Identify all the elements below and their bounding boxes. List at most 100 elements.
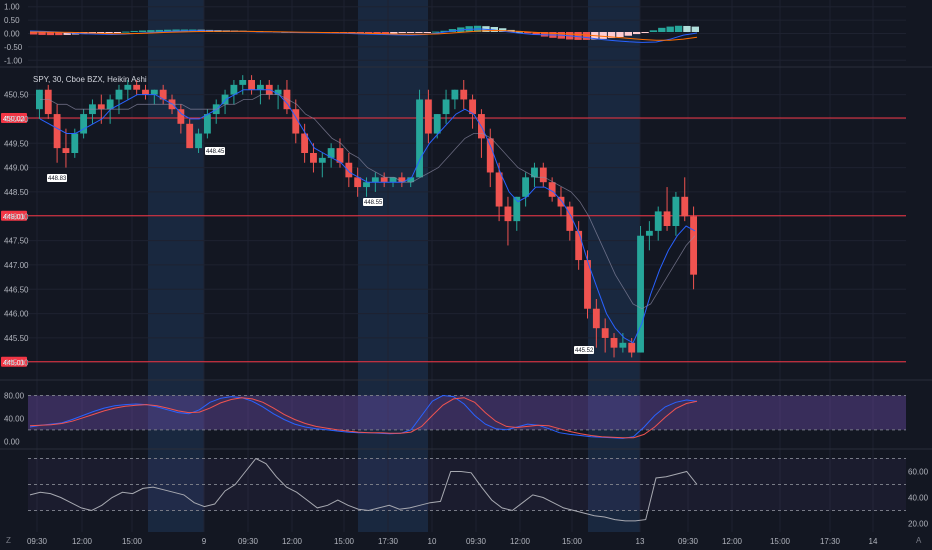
price-pane[interactable]: 450.02 448.01 445.01 448.83 448.45 448.55 445.… bbox=[1, 75, 906, 367]
macd-histogram-bar bbox=[540, 32, 549, 37]
macd-histogram-bar bbox=[691, 26, 699, 32]
candle-body bbox=[442, 99, 450, 115]
x-tick-label: 13 bbox=[636, 537, 645, 546]
macd-histogram-bar bbox=[633, 32, 641, 35]
candle-body bbox=[610, 337, 618, 348]
macd-histogram-bar bbox=[649, 30, 658, 32]
candle-body bbox=[318, 157, 326, 163]
session-highlight bbox=[588, 0, 640, 532]
candle-body bbox=[80, 114, 88, 134]
candle-body bbox=[292, 109, 300, 134]
macd-histogram-bar bbox=[683, 25, 691, 32]
candle-body bbox=[566, 206, 574, 231]
session-highlight bbox=[358, 0, 428, 532]
level-label-badge bbox=[1, 112, 27, 123]
candle-body bbox=[681, 196, 689, 217]
candle-body bbox=[142, 89, 149, 95]
candle-body bbox=[274, 89, 282, 95]
candle-body bbox=[239, 80, 247, 85]
candle-body bbox=[53, 114, 61, 149]
price-annotation-text: 448.45 bbox=[206, 149, 225, 155]
y-tick-label: -1.00 bbox=[4, 56, 23, 65]
price-tick-label: 446.00 bbox=[4, 310, 29, 319]
candle-body bbox=[592, 308, 600, 329]
macd-pane[interactable] bbox=[29, 25, 699, 43]
x-tick-label: 12:00 bbox=[722, 537, 743, 546]
candle-body bbox=[539, 167, 547, 183]
candle-body bbox=[124, 84, 132, 90]
candle-body bbox=[195, 133, 202, 149]
level-label-text: 448.01 bbox=[3, 214, 25, 221]
candle-body bbox=[62, 148, 70, 153]
stochastic-pane[interactable] bbox=[28, 394, 906, 439]
macd-histogram-bar bbox=[674, 25, 683, 32]
zoom-corner-button[interactable]: Z bbox=[6, 536, 11, 545]
macd-histogram-bar bbox=[432, 31, 440, 33]
macd-histogram-bar bbox=[164, 29, 172, 32]
macd-histogram-bar bbox=[406, 32, 415, 33]
rsi-tick-label: 20.00 bbox=[908, 520, 929, 529]
x-tick-label: 9 bbox=[202, 537, 207, 546]
candle-body bbox=[690, 216, 697, 275]
macd-histogram-bar bbox=[130, 30, 138, 32]
price-tick-label: 450.50 bbox=[4, 91, 29, 100]
macd-histogram-bar bbox=[63, 32, 71, 35]
rsi-pane[interactable] bbox=[28, 457, 906, 522]
rsi-tick-label: 40.00 bbox=[908, 494, 929, 503]
candle-body bbox=[177, 109, 185, 124]
macd-histogram-bar bbox=[607, 32, 616, 39]
x-tick-label: 15:00 bbox=[562, 537, 583, 546]
x-tick-label: 17:30 bbox=[378, 537, 399, 546]
auto-scale-button[interactable]: A bbox=[916, 536, 922, 545]
y-tick-label: -0.50 bbox=[4, 43, 23, 52]
candle-body bbox=[433, 114, 441, 134]
x-tick-label: 14 bbox=[869, 537, 878, 546]
candle-body bbox=[557, 196, 565, 207]
macd-histogram-bar bbox=[641, 32, 649, 33]
macd-histogram-bar bbox=[490, 27, 498, 32]
candle-body bbox=[257, 84, 264, 90]
candle-body bbox=[363, 182, 370, 188]
macd-histogram-bar bbox=[55, 32, 63, 36]
macd-histogram-bar bbox=[113, 32, 122, 33]
candle-body bbox=[663, 211, 671, 226]
candle-body bbox=[248, 80, 255, 90]
level-label-badge bbox=[1, 210, 27, 221]
price-annotation-badge bbox=[47, 174, 67, 182]
candle-body bbox=[380, 177, 388, 183]
y-tick-label: 1.00 bbox=[4, 3, 20, 12]
macd-histogram-bar bbox=[46, 32, 55, 36]
price-tick-label: 448.00 bbox=[4, 212, 29, 221]
candle-body bbox=[150, 89, 158, 95]
price-annotation-text: 448.83 bbox=[48, 176, 67, 182]
macd-histogram-bar bbox=[97, 32, 105, 34]
price-tick-label: 449.00 bbox=[4, 164, 29, 173]
candle-body bbox=[97, 104, 105, 110]
x-tick-label: 09:30 bbox=[27, 537, 48, 546]
price-tick-label: 446.50 bbox=[4, 285, 29, 294]
macd-histogram-bar bbox=[122, 31, 130, 33]
candle-body bbox=[398, 177, 406, 183]
candle-body bbox=[230, 84, 238, 95]
price-annotation-badge bbox=[574, 346, 594, 354]
candle-body bbox=[71, 133, 79, 153]
rsi-line bbox=[29, 457, 698, 522]
candle-body bbox=[310, 153, 317, 163]
rsi-tick-label: 60.00 bbox=[908, 468, 929, 477]
price-annotation-text: 448.55 bbox=[364, 200, 383, 206]
chart-title: SPY, 30, Cboe BZX, Heikin Ashi bbox=[33, 75, 147, 84]
macd-histogram-bar bbox=[440, 30, 448, 32]
candle-body bbox=[345, 162, 353, 178]
candle-body bbox=[416, 99, 423, 178]
x-tick-label: 09:30 bbox=[678, 537, 699, 546]
candle-body bbox=[336, 148, 344, 163]
macd-histogram-bar bbox=[423, 32, 431, 33]
macd-histogram-bar bbox=[381, 32, 390, 34]
x-tick-label: 10 bbox=[428, 537, 437, 546]
candle-body bbox=[486, 138, 494, 173]
macd-histogram-bar bbox=[38, 32, 46, 35]
candle-body bbox=[106, 99, 114, 110]
macd-histogram-bar bbox=[532, 32, 540, 35]
candle-body bbox=[371, 177, 379, 183]
